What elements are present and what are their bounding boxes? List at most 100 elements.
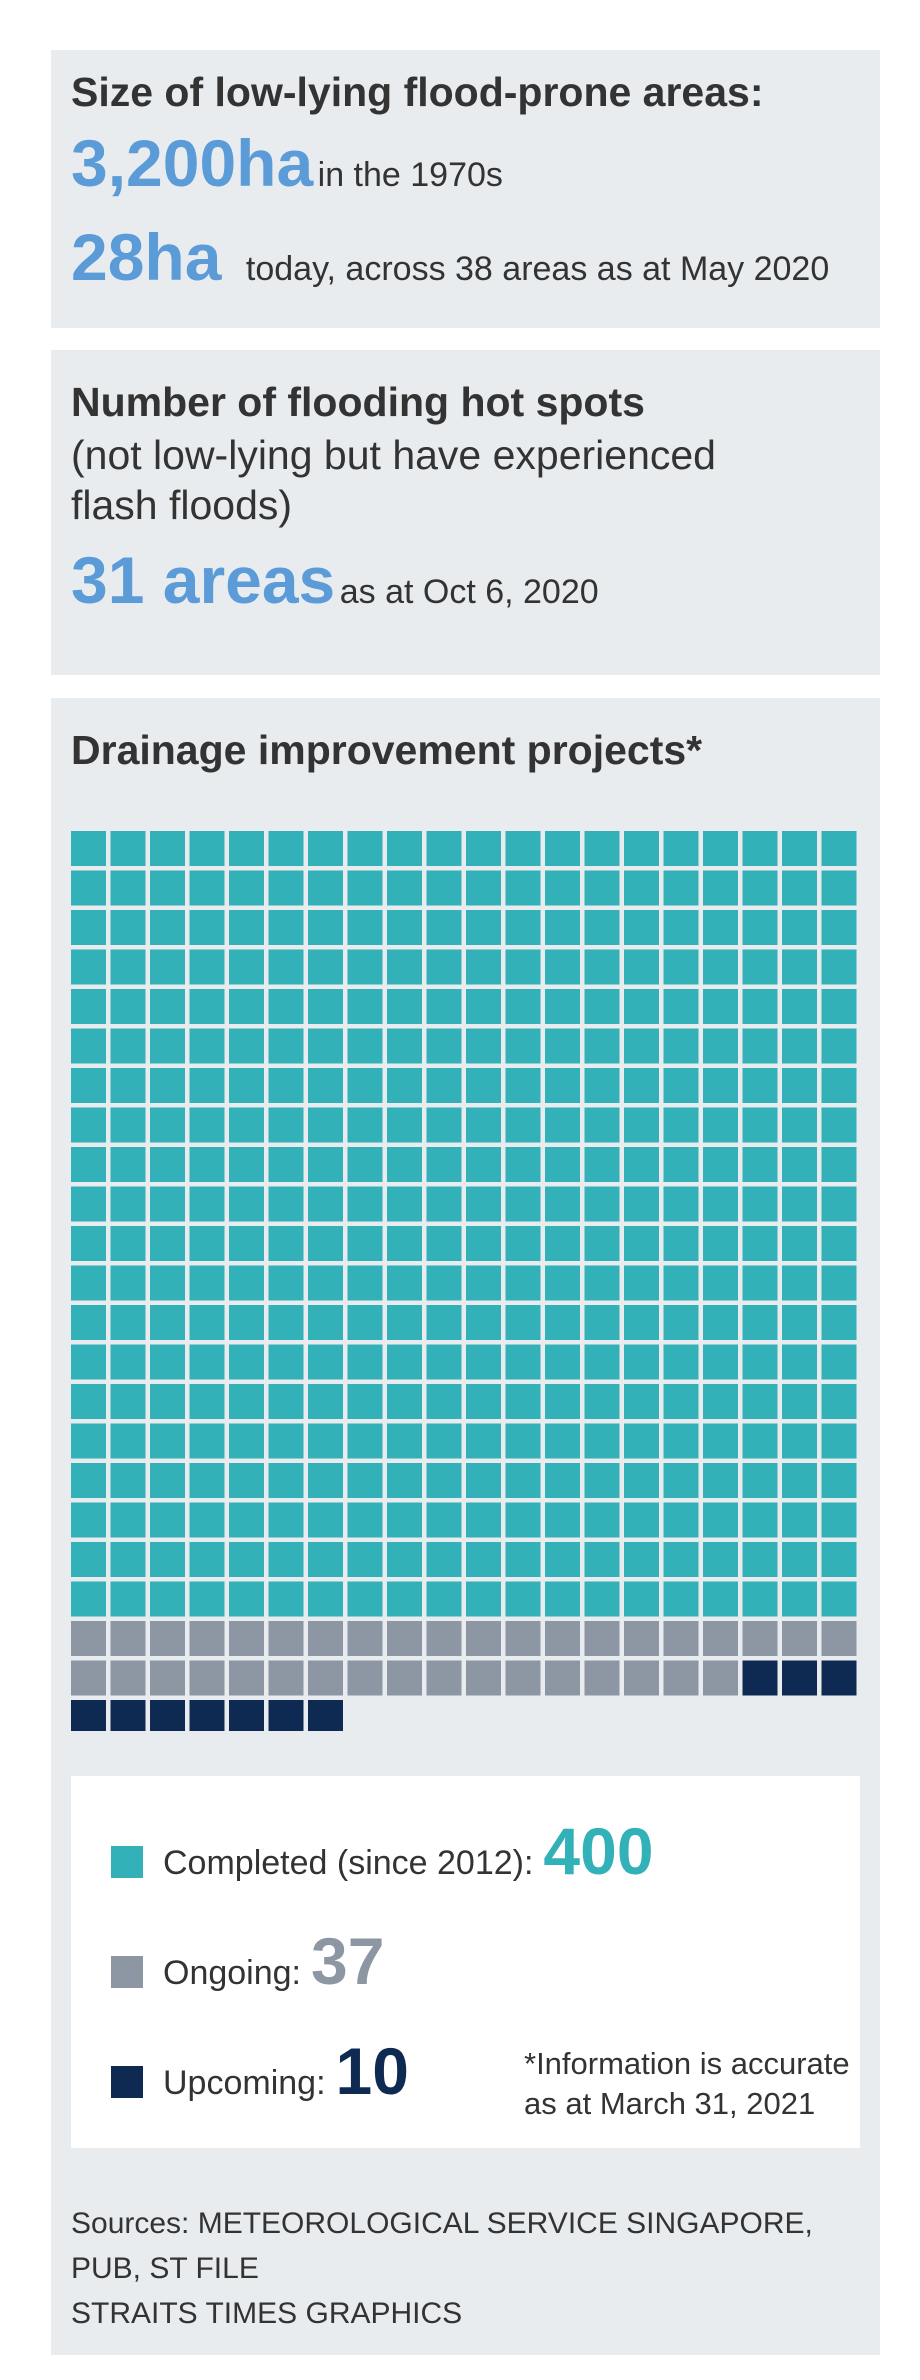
waffle-cell-completed <box>782 1028 817 1064</box>
waffle-cell-completed <box>150 949 185 985</box>
waffle-cell-completed <box>663 1068 699 1103</box>
waffle-cell-ongoing <box>189 1660 225 1696</box>
waffle-cell-completed <box>821 1147 857 1182</box>
waffle-cell-completed <box>703 1068 738 1103</box>
waffle-cell-completed <box>387 910 422 945</box>
lowlying-then-value: 3,200ha <box>71 126 314 200</box>
waffle-cell-completed <box>505 1147 541 1182</box>
waffle-cell-completed <box>466 1502 501 1538</box>
waffle-cell-ongoing <box>387 1621 422 1656</box>
waffle-cell-completed <box>821 831 857 866</box>
waffle-cell-ongoing <box>71 1660 106 1696</box>
completed-value: 400 <box>543 1814 654 1888</box>
waffle-cell-completed <box>584 1463 620 1498</box>
waffle-cell-completed <box>347 1344 383 1380</box>
waffle-cell-completed <box>624 1384 659 1419</box>
waffle-cell-completed <box>110 910 146 945</box>
waffle-cell-completed <box>347 1226 383 1261</box>
waffle-cell-completed <box>268 1384 304 1419</box>
waffle-cell-completed <box>584 949 620 985</box>
waffle-cell-completed <box>663 1581 699 1617</box>
waffle-cell-completed <box>71 1305 106 1340</box>
lowlying-now-text: today, across 38 areas as at May 2020 <box>245 250 830 288</box>
waffle-cell-completed <box>663 1186 699 1222</box>
waffle-cell-completed <box>229 1068 264 1103</box>
waffle-cell-completed <box>268 1028 304 1064</box>
waffle-cell-completed <box>505 1186 541 1222</box>
hotspots-panel: Number of flooding hot spots (not low-ly… <box>51 350 880 675</box>
legend-ongoing: Ongoing: 37 <box>111 1928 384 1994</box>
waffle-cell-completed <box>387 1305 422 1340</box>
waffle-cell-completed <box>150 1305 185 1340</box>
waffle-cell-completed <box>387 831 422 866</box>
waffle-cell-completed <box>71 1028 106 1064</box>
waffle-cell-completed <box>663 1147 699 1182</box>
waffle-cell-completed <box>71 831 106 866</box>
waffle-cell-ongoing <box>426 1621 462 1656</box>
waffle-cell-completed <box>110 1107 146 1143</box>
waffle-cell-completed <box>308 1028 343 1064</box>
waffle-cell-completed <box>742 1028 778 1064</box>
waffle-cell-completed <box>624 870 659 906</box>
waffle-cell-completed <box>150 989 185 1024</box>
waffle-cell-completed <box>229 870 264 906</box>
waffle-cell-completed <box>189 831 225 866</box>
upcoming-label: Upcoming: <box>163 2064 326 2102</box>
waffle-cell-completed <box>466 1305 501 1340</box>
waffle-cell-completed <box>584 910 620 945</box>
waffle-cell-completed <box>821 1265 857 1301</box>
waffle-cell-completed <box>150 1147 185 1182</box>
waffle-cell-completed <box>545 1107 580 1143</box>
waffle-cell-completed <box>624 1068 659 1103</box>
waffle-cell-completed <box>71 1502 106 1538</box>
waffle-cell-completed <box>347 949 383 985</box>
waffle-cell-completed <box>782 910 817 945</box>
waffle-cell-completed <box>545 1542 580 1577</box>
waffle-cell-completed <box>742 831 778 866</box>
waffle-cell-completed <box>703 910 738 945</box>
waffle-cell-upcoming <box>268 1700 304 1731</box>
waffle-cell-completed <box>782 1581 817 1617</box>
waffle-cell-completed <box>584 1226 620 1261</box>
waffle-cell-completed <box>742 1107 778 1143</box>
waffle-cell-completed <box>545 1423 580 1459</box>
waffle-cell-completed <box>347 1463 383 1498</box>
waffle-cell-completed <box>782 949 817 985</box>
waffle-cell-completed <box>663 1542 699 1577</box>
waffle-cell-ongoing <box>505 1621 541 1656</box>
hotspots-subtitle-line1: (not low-lying but have experienced <box>71 432 716 478</box>
waffle-cell-completed <box>782 1384 817 1419</box>
waffle-cell-completed <box>426 1305 462 1340</box>
legend-upcoming: Upcoming: 10 <box>111 2038 409 2104</box>
waffle-cell-completed <box>426 1502 462 1538</box>
waffle-cell-completed <box>426 1384 462 1419</box>
waffle-cell-completed <box>742 1542 778 1577</box>
waffle-cell-completed <box>229 1028 264 1064</box>
waffle-cell-completed <box>426 949 462 985</box>
waffle-cell-completed <box>347 1028 383 1064</box>
waffle-cell-ongoing <box>347 1660 383 1696</box>
waffle-cell-completed <box>150 1463 185 1498</box>
waffle-cell-completed <box>703 1502 738 1538</box>
waffle-cell-ongoing <box>545 1621 580 1656</box>
waffle-cell-ongoing <box>742 1621 778 1656</box>
waffle-cell-completed <box>110 1463 146 1498</box>
waffle-cell-completed <box>110 1265 146 1301</box>
waffle-cell-completed <box>426 1344 462 1380</box>
waffle-cell-completed <box>584 1186 620 1222</box>
waffle-cell-completed <box>624 1423 659 1459</box>
waffle-cell-completed <box>821 1502 857 1538</box>
waffle-cell-completed <box>150 1581 185 1617</box>
waffle-cell-ongoing <box>71 1621 106 1656</box>
drainage-title: Drainage improvement projects* <box>71 727 703 773</box>
lowlying-title: Size of low-lying flood-prone areas: <box>71 69 764 115</box>
waffle-cell-completed <box>742 1581 778 1617</box>
waffle-cell-completed <box>189 1226 225 1261</box>
waffle-cell-completed <box>308 1068 343 1103</box>
waffle-cell-completed <box>624 989 659 1024</box>
waffle-cell-completed <box>703 1384 738 1419</box>
waffle-cell-completed <box>466 870 501 906</box>
waffle-cell-completed <box>308 1463 343 1498</box>
waffle-cell-completed <box>71 910 106 945</box>
waffle-cell-completed <box>189 1186 225 1222</box>
